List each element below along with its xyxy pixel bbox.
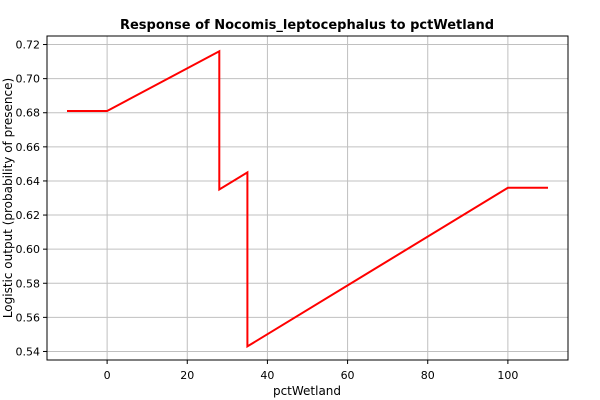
ticks-layer: 0 20 40 60 80 100 0.54 0.56 0.58 0.60 0.62 0.64 0.66… [16,39,519,382]
y-tick-label: 0.62 [16,209,41,222]
y-tick-label: 0.58 [16,277,41,290]
x-tick-label: 20 [180,369,194,382]
y-tick-label: 0.56 [16,311,41,324]
y-tick-label: 0.60 [16,243,41,256]
x-tick-label: 0 [104,369,111,382]
y-axis-label: Logistic output (probability of presence… [1,78,15,318]
plot-area [46,35,569,361]
x-tick-label: 100 [497,369,518,382]
y-tick-label: 0.64 [16,175,41,188]
plot-frame [46,35,569,361]
y-tick-label: 0.66 [16,141,41,154]
chart-title: Response of Nocomis_leptocephalus to pct… [120,18,494,33]
y-tick-label: 0.54 [16,345,41,358]
x-tick-label: 60 [341,369,355,382]
x-tick-label: 40 [260,369,274,382]
series-layer [67,49,548,349]
grid-layer [47,36,568,360]
y-tick-label: 0.68 [16,107,41,120]
series-line [67,49,548,349]
x-tick-label: 80 [421,369,435,382]
x-axis-label: pctWetland [273,384,341,398]
y-tick-label: 0.70 [16,73,41,86]
y-tick-label: 0.72 [16,39,41,52]
